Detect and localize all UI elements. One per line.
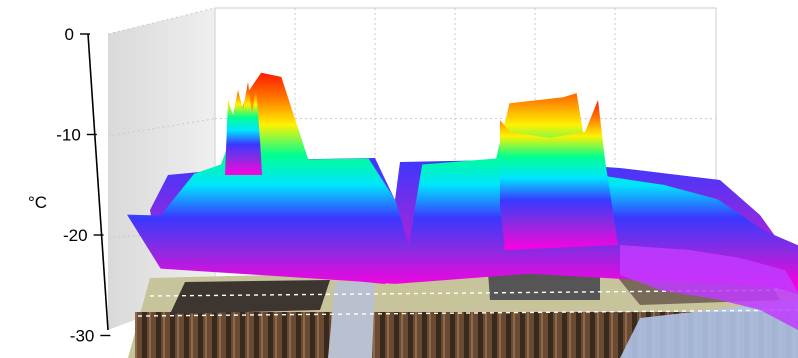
surface-plot — [127, 72, 798, 330]
gridline — [107, 118, 216, 137]
surface-peak-block — [500, 100, 618, 250]
z-tick-label: -20 — [63, 226, 88, 245]
z-tick-label: -10 — [56, 126, 81, 145]
z-axis — [87, 33, 109, 331]
z-axis-label: °C — [28, 193, 47, 212]
z-tick-label: -30 — [70, 327, 95, 346]
gridline — [107, 7, 216, 35]
floor-image — [128, 262, 798, 358]
z-axis-ticks: 0 -10 -20 -30 — [56, 25, 111, 346]
z-tick-label: 0 — [65, 25, 74, 44]
surface-left-peaks — [225, 82, 262, 175]
surface-right-wing — [620, 245, 798, 330]
surface-front-profile — [127, 72, 798, 289]
